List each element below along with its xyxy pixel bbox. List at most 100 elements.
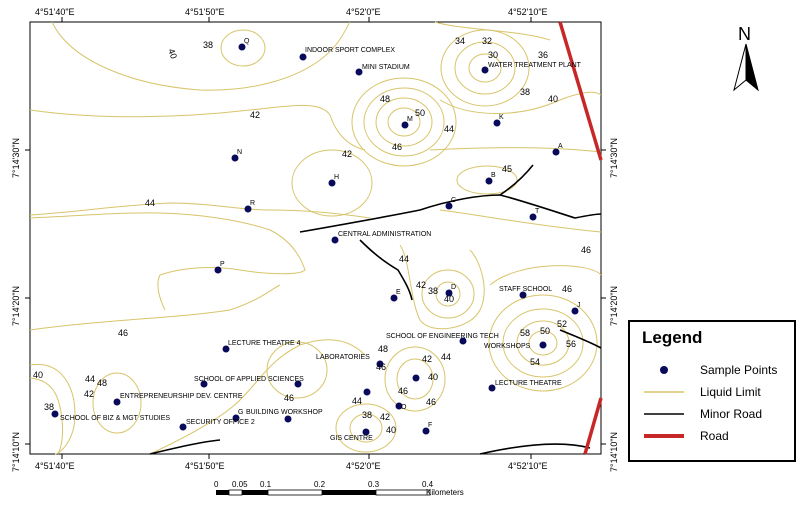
place-label: WORKSHOPS (484, 343, 531, 350)
sample-point[interactable] (422, 427, 430, 435)
contour-label: 56 (566, 339, 576, 349)
sample-point[interactable] (552, 148, 560, 156)
place-names: INDOOR SPORT COMPLEX MINI STADIUM WATER … (60, 47, 582, 442)
legend-label: Sample Points (700, 363, 778, 377)
sample-point[interactable] (395, 402, 403, 410)
bottom-tick-label: 4°52'0"E (346, 461, 381, 471)
contour-label: 38 (520, 87, 530, 97)
sample-point[interactable] (113, 398, 121, 406)
contour-label: 42 (342, 149, 352, 159)
contour-label: 42 (250, 110, 260, 120)
sample-point[interactable] (412, 374, 420, 382)
sample-point[interactable] (485, 177, 493, 185)
point-label: G (238, 409, 243, 416)
graticule-ticks (25, 17, 606, 459)
liquid-limit-contours (29, 21, 602, 455)
sample-point[interactable] (232, 414, 240, 422)
contour-label: 34 (455, 36, 465, 46)
point-label: H (334, 174, 339, 181)
contour-label: 52 (557, 319, 567, 329)
contour-label: 46 (118, 328, 128, 338)
sample-point[interactable] (294, 380, 302, 388)
contour-label: 44 (441, 352, 451, 362)
sample-point[interactable] (539, 341, 547, 349)
contour-label: 58 (520, 328, 530, 338)
sample-point[interactable] (481, 66, 489, 74)
sample-point[interactable] (238, 43, 246, 51)
contour-label: 40 (444, 294, 454, 304)
contour-label: 48 (380, 94, 390, 104)
sample-point[interactable] (299, 53, 307, 61)
sample-point[interactable] (488, 384, 496, 392)
sample-point[interactable] (355, 68, 363, 76)
bottom-tick-label: 4°51'40"E (35, 461, 75, 471)
sample-point[interactable] (459, 337, 467, 345)
legend-item-liquid-limit: Liquid Limit (644, 384, 794, 400)
sample-point[interactable] (376, 360, 384, 368)
point-letters: Q M K A N H B R T P D E J G O F C (220, 38, 581, 429)
place-label: GIS CENTRE (330, 435, 373, 442)
sample-point[interactable] (493, 119, 501, 127)
contour-label: 38 (428, 286, 438, 296)
contour-label: 46 (581, 245, 591, 255)
legend-title: Legend (642, 328, 703, 347)
point-label: E (396, 289, 401, 296)
contour-label: 46 (392, 142, 402, 152)
contour-label: 38 (362, 410, 372, 420)
contour-label: 38 (203, 40, 213, 50)
point-label: T (535, 208, 540, 215)
contour-label: 50 (540, 326, 550, 336)
sample-point[interactable] (401, 121, 409, 129)
contour-label: 40 (33, 370, 43, 380)
scale-bar-graphic: 0 0.05 0.1 0.2 0.3 0.4 Kilometers (214, 480, 464, 497)
point-label: F (428, 422, 432, 429)
sample-point[interactable] (519, 291, 527, 299)
point-label: N (237, 149, 242, 156)
contour-label: 45 (502, 164, 512, 174)
bottom-tick-label: 4°52'10"E (508, 461, 548, 471)
contour-label: 46 (562, 284, 572, 294)
left-tick-label: 7°14'20"N (11, 286, 21, 326)
sample-point[interactable] (200, 380, 208, 388)
sample-point[interactable] (222, 345, 230, 353)
point-label: D (451, 284, 456, 291)
sample-point[interactable] (445, 289, 453, 297)
sample-point[interactable] (244, 205, 252, 213)
contour-label: 40 (548, 94, 558, 104)
sample-point[interactable] (390, 294, 398, 302)
contour-label: 36 (538, 50, 548, 60)
top-tick-label: 4°52'10"E (508, 7, 548, 17)
north-arrow-icon: N (733, 24, 759, 92)
sample-point[interactable] (445, 202, 453, 210)
contour-label: 46 (376, 362, 386, 372)
place-label: SCHOOL OF ENGINEERING TECH (386, 333, 499, 340)
contour-label: 32 (482, 36, 492, 46)
scale-tick: 0.3 (368, 480, 380, 489)
sample-point[interactable] (362, 428, 370, 436)
point-label: R (250, 200, 255, 207)
sample-point[interactable] (328, 179, 336, 187)
contour-labels: 40 38 42 32 34 30 36 38 40 48 50 44 46 4… (33, 36, 591, 435)
sample-point[interactable] (331, 236, 339, 244)
scale-tick: 0.2 (314, 480, 326, 489)
sample-point[interactable] (284, 415, 292, 423)
place-label: MINI STADIUM (362, 64, 410, 71)
sample-point[interactable] (51, 410, 59, 418)
place-label: ENTREPRENEURSHIP DEV. CENTRE (120, 393, 243, 400)
point-label: Q (244, 38, 250, 45)
sample-point[interactable] (571, 307, 579, 315)
sample-point[interactable] (529, 213, 537, 221)
legend-panel: Legend Sample Points Liquid Limit Minor … (628, 320, 796, 462)
sample-point[interactable] (231, 154, 239, 162)
sample-point[interactable] (179, 423, 187, 431)
legend-item-road: Road (644, 428, 794, 444)
contour-label: 38 (44, 402, 54, 412)
sample-point[interactable] (363, 388, 371, 396)
sample-point[interactable] (214, 266, 222, 274)
contour-label: 40 (166, 47, 179, 60)
point-label: M (407, 116, 413, 123)
legend-item-minor-road: Minor Road (644, 406, 794, 422)
contour-label: 44 (85, 374, 95, 384)
place-label: BUILDING WORKSHOP (246, 409, 323, 416)
contour-label: 44 (399, 254, 409, 264)
